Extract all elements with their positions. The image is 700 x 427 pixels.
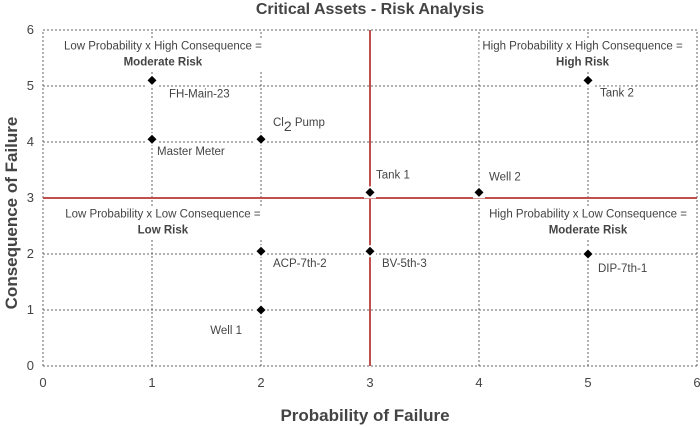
data-point: Cl2 Pump [255, 116, 327, 146]
data-point-label: Cl2 Pump [273, 117, 325, 134]
y-axis-title: Consequence of Failure [2, 117, 21, 310]
data-point-label: DIP-7th-1 [598, 263, 647, 275]
data-point: Well 1 [208, 304, 267, 338]
quadrant-caption-line: High Probability x High Consequence = [482, 41, 683, 53]
x-axis-title: Probability of Failure [280, 406, 449, 425]
quadrant-caption-line: Low Probability x Low Consequence = [65, 209, 261, 221]
diamond-marker [147, 134, 157, 144]
data-point-label-background [487, 170, 523, 185]
data-point: Tank 1 [364, 168, 412, 199]
quadrant-caption: Low Probability x High Consequence = Mode… [60, 38, 266, 71]
quadrant-risk-level: Moderate Risk [549, 225, 628, 237]
y-tick-label: 2 [27, 246, 34, 261]
diamond-marker [474, 187, 484, 197]
y-tick-label: 6 [27, 22, 34, 37]
y-tick-label: 0 [27, 358, 34, 373]
data-point-label: Tank 1 [376, 169, 410, 181]
point-layer: FH-Main-23 Master Meter Cl2 Pump Tank 1 Well… [146, 74, 650, 338]
data-point-label: Well 2 [489, 171, 521, 183]
data-point: Master Meter [146, 133, 227, 160]
x-tick-label: 1 [148, 375, 155, 390]
y-tick-label: 1 [27, 302, 34, 317]
quadrant-caption-line: High Probability x Low Consequence = [489, 209, 687, 221]
quadrant-risk-level: Low Risk [138, 225, 189, 237]
data-point-label-background [167, 87, 232, 102]
diamond-marker [365, 187, 375, 197]
data-point-label-background [271, 116, 327, 136]
y-tick-label: 5 [27, 78, 34, 93]
y-tick-label: 3 [27, 190, 34, 205]
x-tick-label: 2 [257, 375, 264, 390]
data-point: ACP-7th-2 [255, 245, 329, 272]
x-tick-label: 4 [475, 375, 482, 390]
data-point-label-background [271, 257, 329, 272]
quadrant-risk-level: High Risk [556, 57, 610, 69]
diamond-marker [583, 249, 593, 259]
data-point-label-background [598, 86, 636, 101]
x-tick-label: 5 [584, 375, 591, 390]
data-point: FH-Main-23 [146, 74, 232, 102]
quadrant-caption: High Probability x Low Consequence = Mode… [486, 206, 691, 239]
quadrant-caption-line: Low Probability x High Consequence = [64, 41, 262, 53]
data-point-label: Master Meter [157, 146, 225, 158]
data-point: Tank 2 [582, 74, 636, 101]
data-point-label: FH-Main-23 [169, 88, 230, 100]
x-tick-label: 0 [39, 375, 46, 390]
quadrant-risk-level: Moderate Risk [124, 57, 203, 69]
diamond-marker [147, 75, 157, 85]
data-point-label: Tank 2 [600, 87, 634, 99]
x-tick-label: 6 [693, 375, 700, 390]
diamond-marker [256, 246, 266, 256]
quadrant-layer: Low Probability x High Consequence = Mode… [60, 38, 691, 239]
quadrant-caption: Low Probability x Low Consequence = Low R… [62, 206, 264, 239]
x-tick-label: 3 [366, 375, 373, 390]
diamond-marker [365, 246, 375, 256]
quadrant-caption-background [479, 38, 687, 71]
tick-layer: 0 1 2 3 4 5 6 0 1 2 3 4 5 6 [27, 22, 700, 390]
diamond-marker [256, 305, 266, 315]
quadrant-caption-background [62, 206, 264, 239]
quadrant-caption-background [486, 206, 691, 239]
data-point-label: ACP-7th-2 [273, 258, 327, 270]
data-point-label-background [380, 257, 429, 272]
data-point-label-background [374, 168, 412, 183]
quadrant-caption-background [60, 38, 266, 71]
y-tick-label: 4 [27, 134, 34, 149]
data-point-label-background [596, 262, 650, 276]
quadrant-caption: High Probability x High Consequence = Hig… [479, 38, 687, 71]
data-point: BV-5th-3 [364, 245, 429, 272]
chart-title: Critical Assets - Risk Analysis [256, 1, 484, 18]
diamond-marker [583, 75, 593, 85]
data-point-label-background [208, 324, 244, 338]
data-point-label-background [155, 145, 227, 160]
data-point: Well 2 [473, 170, 523, 199]
data-point-label: Well 1 [210, 325, 242, 337]
data-point-label: BV-5th-3 [382, 258, 427, 270]
data-point: DIP-7th-1 [582, 248, 650, 276]
diamond-marker [256, 134, 266, 144]
